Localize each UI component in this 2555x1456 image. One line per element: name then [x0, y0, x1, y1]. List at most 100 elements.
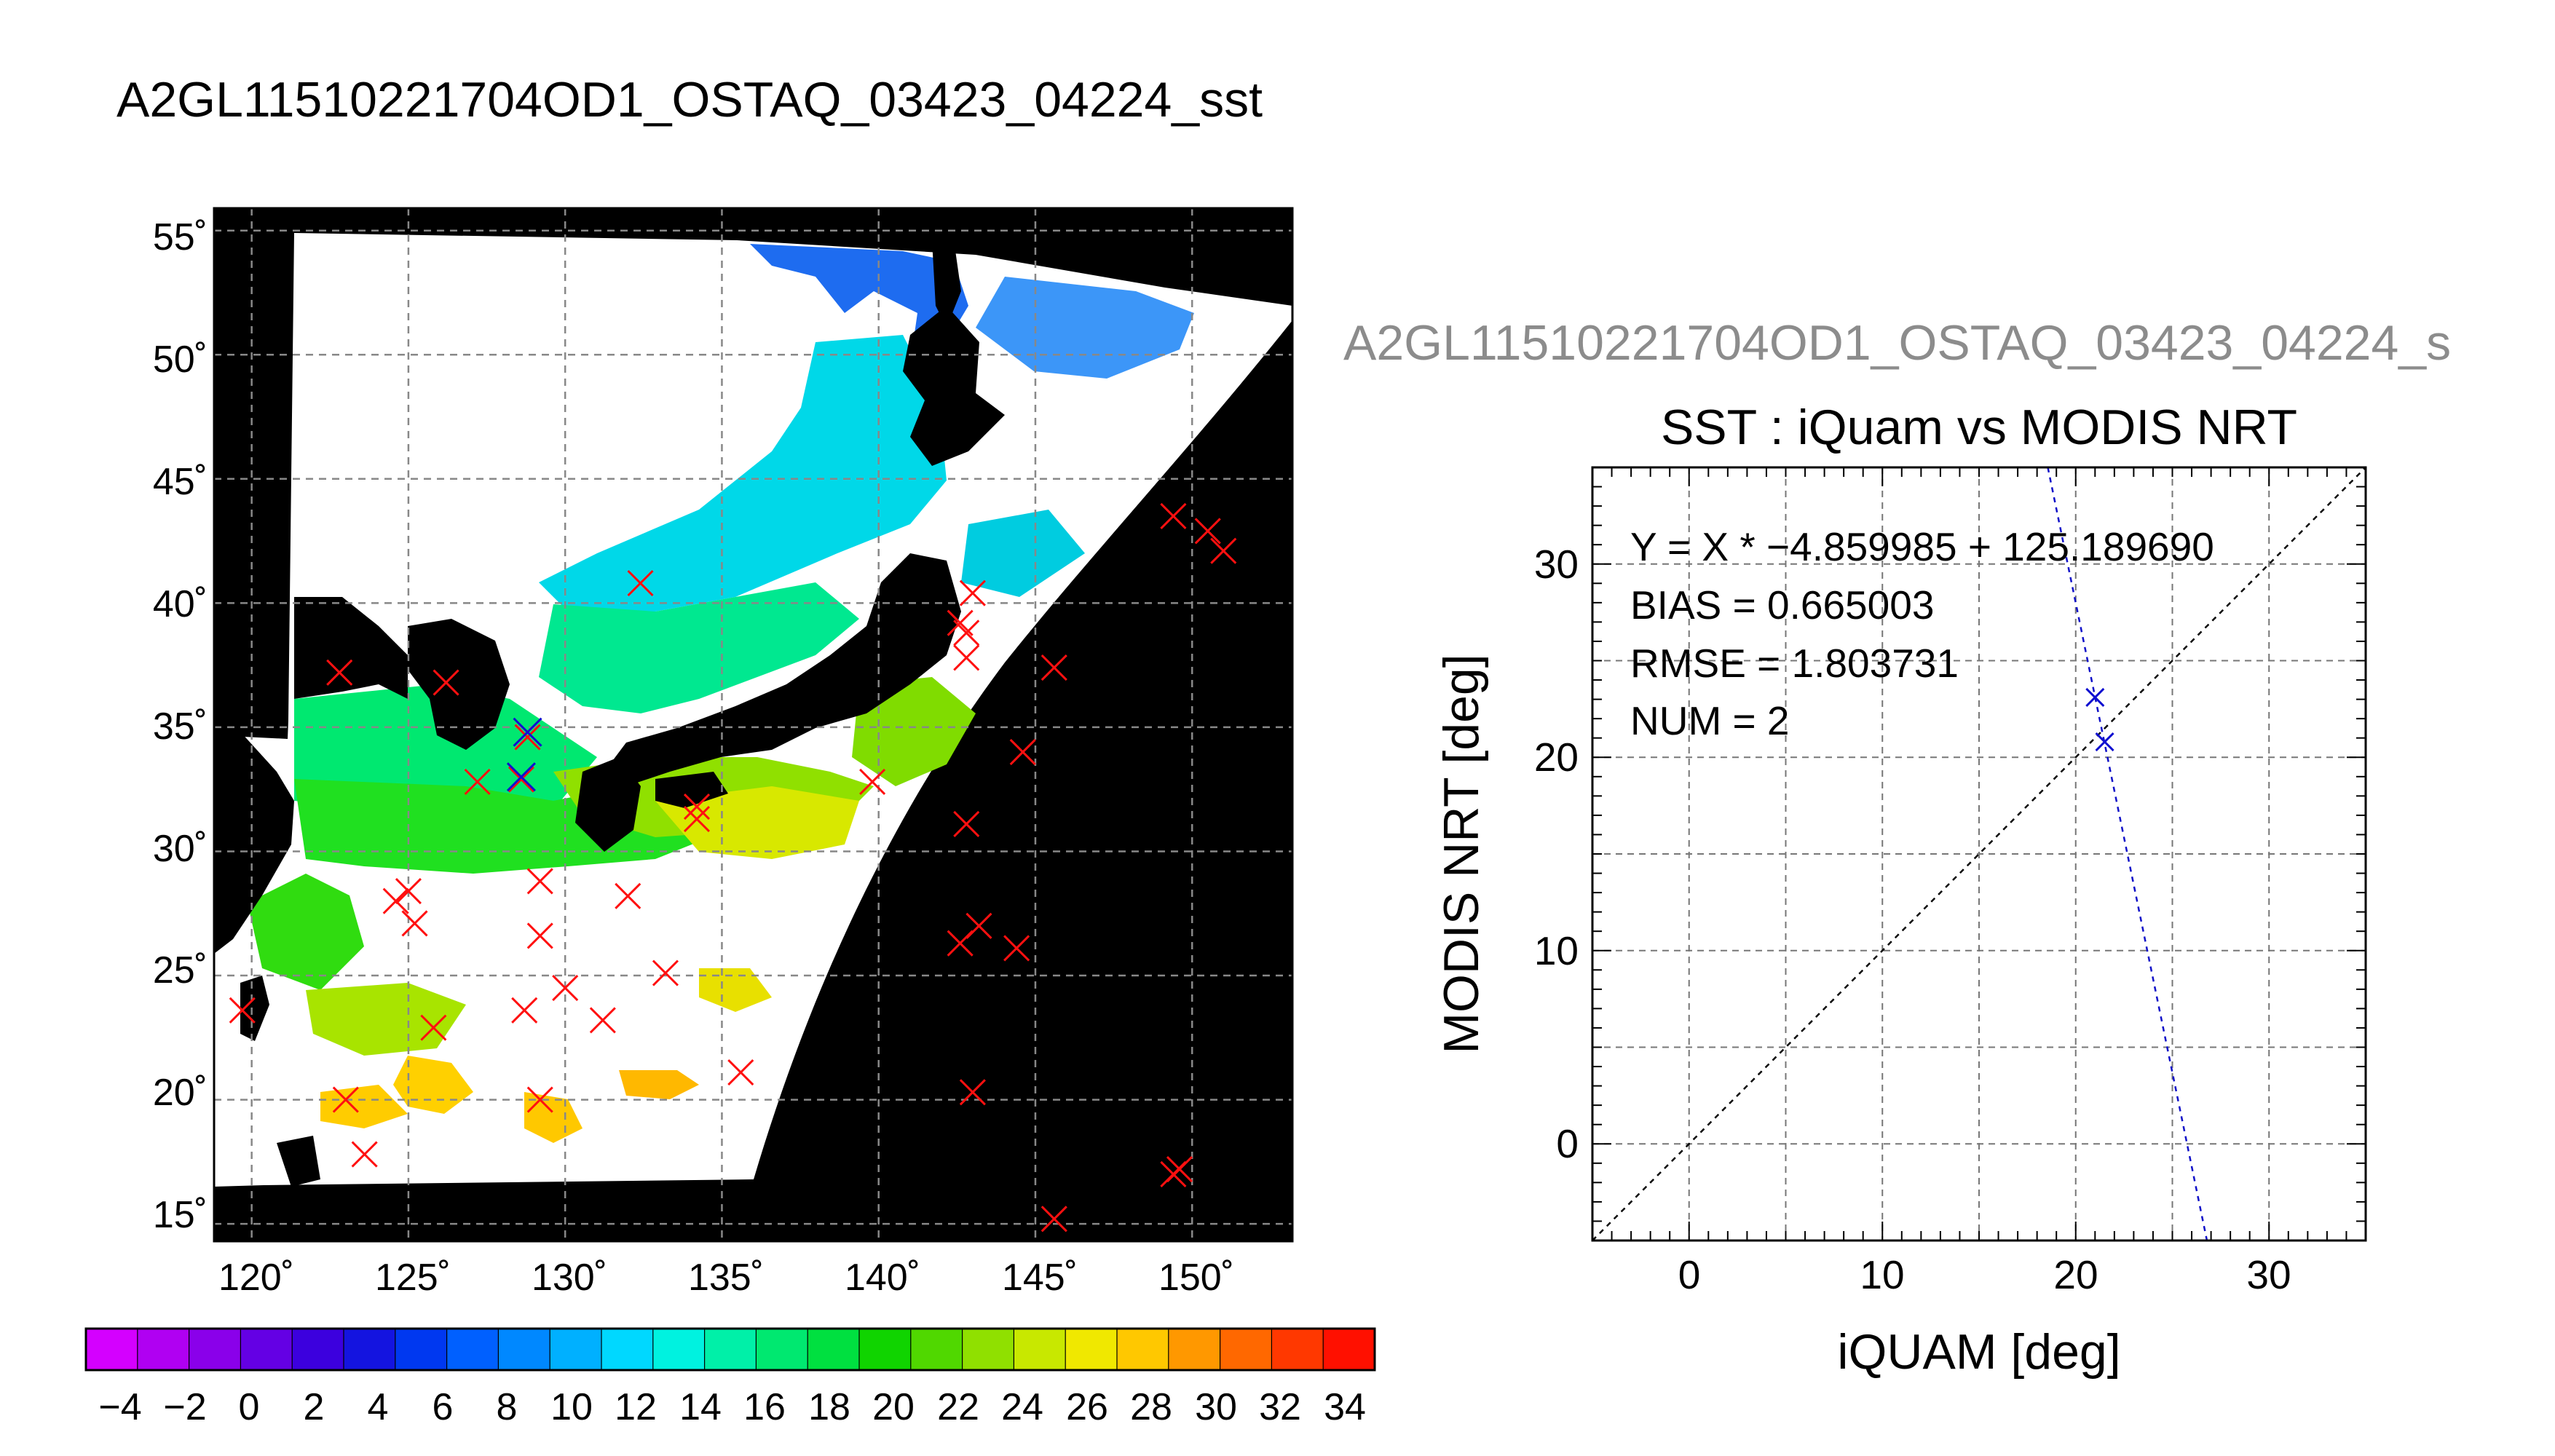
colorbar-tick-label: 22: [937, 1386, 979, 1428]
y-tick-label: 20: [1534, 735, 1579, 780]
buoy-marker: [526, 868, 553, 895]
colorbar-swatch: [395, 1329, 448, 1370]
buoy-marker: [1003, 935, 1030, 962]
colorbar-swatch: [1014, 1329, 1066, 1370]
buoy-marker: [526, 922, 553, 949]
land-honshu: [604, 553, 961, 786]
x-tick-label: 10: [1860, 1252, 1904, 1297]
lat-tick-label: 45˚: [153, 461, 208, 503]
buoy-marker: [589, 1007, 616, 1034]
colorbar-swatch: [240, 1329, 293, 1370]
buoy-marker: [395, 877, 422, 905]
colorbar-tick-label: 14: [679, 1386, 722, 1428]
buoy-marker: [683, 806, 711, 833]
lon-tick-label: 125˚: [375, 1257, 451, 1299]
map-panel: 55˚ 50˚ 45˚ 40˚ 35˚ 30˚ 25˚ 20˚ 15˚ 120˚…: [153, 207, 1294, 1299]
colorbar-tick-label: 18: [808, 1386, 850, 1428]
scatter-panel: A2GL11510221704OD1_OSTAQ_03423_04224_s S…: [1343, 315, 2451, 1380]
lat-tick-label: 55˚: [153, 216, 208, 258]
buoy-marker: [1040, 1206, 1067, 1233]
map-frame: [213, 207, 1294, 1243]
lat-tick-label: 35˚: [153, 705, 208, 748]
buoy-marker: [953, 644, 980, 671]
buoy-marker: [627, 570, 654, 597]
lat-tick-label: 40˚: [153, 583, 208, 625]
scatter-frame: [1591, 466, 2367, 1242]
matchup-marker: [513, 717, 542, 747]
land-china-coast: [214, 732, 294, 954]
colorbar-frame: [84, 1327, 1376, 1372]
figure-title: A2GL11510221704OD1_OSTAQ_03423_04224_sst: [117, 72, 1263, 127]
colorbar-tick-label: 10: [550, 1386, 593, 1428]
colorbar-tick-label: −4: [98, 1386, 141, 1428]
colorbar-swatch: [1065, 1329, 1118, 1370]
buoy-marker: [1009, 738, 1036, 766]
bias-stat: BIAS = 0.665003: [1630, 582, 1934, 628]
sst-warm-patch-3: [619, 1070, 699, 1099]
lon-tick-label: 140˚: [845, 1257, 920, 1299]
buoy-marker: [229, 997, 256, 1024]
buoy-marker: [683, 794, 711, 820]
buoy-marker: [1040, 654, 1067, 681]
land-luzon: [277, 1136, 320, 1187]
lon-tick-label: 135˚: [688, 1257, 764, 1299]
buoy-marker: [508, 766, 534, 793]
landmasses: [214, 240, 1005, 1187]
sst-philippine-sea-west: [306, 983, 466, 1056]
buoy-marker: [526, 1086, 553, 1113]
scatter-title: SST : iQuam vs MODIS NRT: [1661, 400, 2297, 455]
buoy-marker: [401, 910, 428, 937]
colorbar-swatch: [1323, 1329, 1375, 1370]
colorbar-tick-label: 6: [433, 1386, 454, 1428]
colorbar-tick-labels: −4 −2 0 2 4 6 8 10 12 14 16 18 20 22 24 …: [98, 1386, 1366, 1428]
lat-tick-label: 30˚: [153, 828, 208, 870]
colorbar-tick-label: −2: [163, 1386, 206, 1428]
sst-pacific-east-hokkaido: [961, 510, 1085, 597]
count-stat: NUM = 2: [1630, 698, 1790, 743]
land-korea: [408, 619, 510, 750]
buoy-marker: [953, 620, 980, 646]
buoy-marker: [652, 960, 679, 986]
lon-tick-label: 145˚: [1002, 1257, 1078, 1299]
y-axis-label: MODIS NRT [deg]: [1434, 654, 1489, 1053]
scatter-y-tick-labels: 0 10 20 30: [1534, 542, 1579, 1166]
land-kyushu: [575, 757, 641, 852]
buoy-marker: [1210, 537, 1237, 564]
buoy-marker: [1160, 1160, 1187, 1187]
land-china-north: [294, 597, 408, 699]
colorbar-swatch: [652, 1329, 706, 1370]
y-tick-label: 0: [1556, 1121, 1579, 1166]
colorbar-swatch: [807, 1329, 860, 1370]
sst-south-japan: [655, 786, 859, 859]
lon-tick-label: 150˚: [1158, 1257, 1234, 1299]
rmse-stat: RMSE = 1.803731: [1630, 641, 1959, 686]
colorbar-tick-label: 20: [872, 1386, 915, 1428]
buoy-marker: [351, 1141, 378, 1168]
map-graticule: [214, 208, 1292, 1241]
lon-tick-label: 120˚: [218, 1257, 294, 1299]
scatter-point: [2095, 732, 2114, 752]
lat-tick-label: 25˚: [153, 949, 208, 992]
sst-south-china-coast: [248, 874, 364, 990]
y-tick-label: 10: [1534, 928, 1579, 973]
colorbar-swatch: [137, 1329, 190, 1370]
colorbar-tick-label: 34: [1324, 1386, 1366, 1428]
colorbar-swatch: [446, 1329, 499, 1370]
colorbar-swatch: [344, 1329, 396, 1370]
buoy-marker: [464, 768, 491, 796]
scatter-minor-ticks: [1592, 467, 2366, 1241]
buoy-marker: [420, 1014, 447, 1041]
colorbar-swatch: [86, 1329, 138, 1370]
colorbar-tick-label: 12: [615, 1386, 657, 1428]
colorbar-swatch: [704, 1329, 757, 1370]
land-taiwan: [240, 976, 269, 1041]
buoy-marker: [511, 997, 538, 1024]
buoy-marker: [965, 912, 992, 939]
scatter-stats: Y = X * −4.859985 + 125.189690 BIAS = 0.…: [1630, 524, 2214, 743]
buoy-marker: [859, 768, 886, 796]
one-to-one-line: [1592, 467, 2366, 1241]
scatter-point: [2085, 687, 2105, 708]
colorbar-tick-label: 0: [239, 1386, 260, 1428]
buoy-marker: [382, 887, 409, 914]
